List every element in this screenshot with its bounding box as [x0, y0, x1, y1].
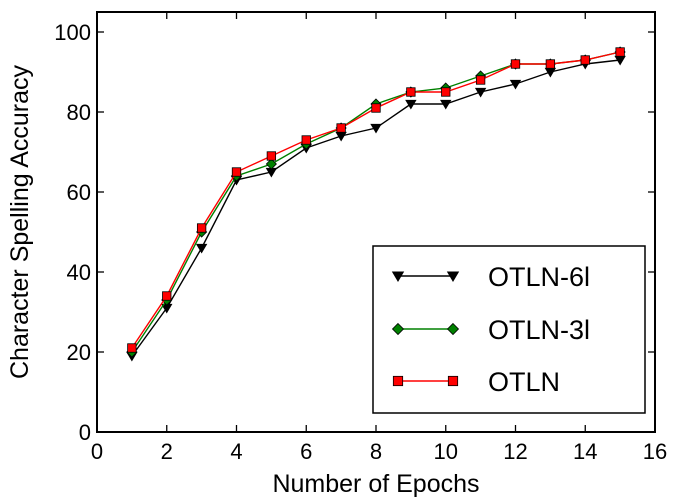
- plot-area: [126, 46, 626, 362]
- x-tick-label: 10: [434, 439, 458, 464]
- x-tick-label: 0: [91, 439, 103, 464]
- data-point: [580, 55, 590, 65]
- legend-marker: [446, 271, 460, 283]
- data-point: [231, 167, 242, 177]
- data-point: [510, 59, 521, 69]
- x-axis-title: Number of Epochs: [272, 470, 479, 498]
- data-point: [266, 151, 277, 161]
- y-tick-label: 40: [67, 260, 91, 285]
- data-point: [162, 291, 172, 301]
- data-point: [196, 223, 207, 233]
- data-point: [440, 99, 452, 110]
- legend-label: OTLN: [488, 367, 560, 397]
- x-tick-label: 16: [643, 439, 667, 464]
- data-point: [406, 87, 416, 97]
- data-point: [441, 87, 451, 97]
- axis-ticks: 0 2 4 6 8 10 12 14 16 0 20 40 60 80 100: [54, 12, 667, 464]
- data-point: [405, 99, 417, 110]
- legend: OTLN-6l OTLN-3l OTLN: [372, 245, 646, 414]
- x-tick-label: 2: [161, 439, 173, 464]
- data-point: [615, 47, 625, 57]
- data-point: [370, 123, 382, 134]
- y-tick-label: 80: [67, 100, 91, 125]
- x-tick-label: 14: [573, 439, 597, 464]
- data-point: [509, 79, 522, 90]
- data-point: [127, 343, 137, 353]
- data-point: [371, 103, 381, 113]
- x-tick-label: 6: [300, 439, 312, 464]
- y-tick-label: 0: [79, 420, 91, 445]
- legend-marker: [391, 322, 405, 336]
- y-tick-label: 20: [67, 340, 91, 365]
- data-point: [474, 87, 487, 98]
- data-point: [265, 158, 277, 170]
- legend-label: OTLN-6l: [488, 262, 590, 292]
- data-point: [301, 135, 311, 145]
- data-point: [336, 123, 346, 133]
- legend-marker: [391, 271, 405, 283]
- legend-marker: [447, 375, 459, 387]
- data-point: [195, 243, 208, 254]
- y-axis-title: Character Spelling Accuracy: [6, 64, 34, 379]
- data-point: [475, 75, 486, 85]
- x-tick-label: 4: [230, 439, 242, 464]
- legend-marker: [392, 375, 404, 387]
- x-tick-label: 12: [503, 439, 527, 464]
- legend-marker: [446, 322, 460, 336]
- data-point: [545, 59, 556, 69]
- y-tick-label: 60: [67, 180, 91, 205]
- legend-label: OTLN-3l: [488, 315, 590, 345]
- series-OTLN: [127, 47, 625, 353]
- x-tick-label: 8: [370, 439, 382, 464]
- y-tick-label: 100: [54, 20, 91, 45]
